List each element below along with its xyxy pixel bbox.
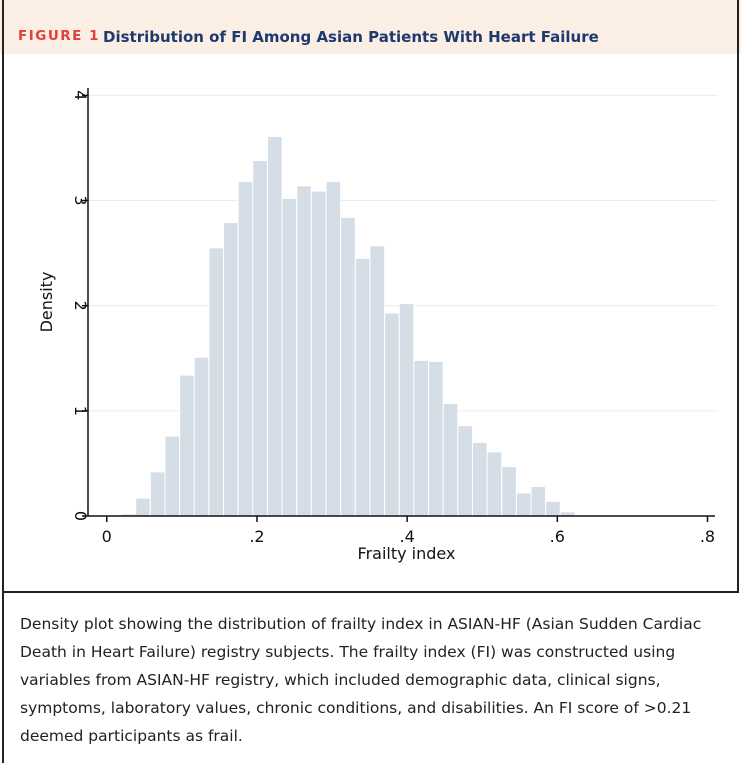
bar — [340, 216, 356, 517]
bar — [369, 245, 386, 517]
bar — [223, 222, 239, 517]
caption: Density plot showing the distribution of… — [20, 615, 702, 745]
bar — [252, 160, 268, 517]
y-tick-label: 3 — [71, 195, 90, 205]
figure-header: FIGURE 1 Distribution of FI Among Asian … — [0, 0, 741, 54]
bar — [515, 492, 532, 517]
x-tick-label: .2 — [249, 527, 264, 546]
bar — [281, 197, 298, 517]
bar — [457, 425, 473, 517]
bar — [486, 451, 503, 517]
bar — [354, 257, 371, 517]
bar — [149, 471, 166, 517]
y-tick-label: 0 — [71, 511, 90, 521]
bar — [164, 435, 181, 517]
chart: 0 1 2 3 4 0 .2 .4 .6 .8 Frailty index Density — [37, 88, 718, 563]
frame-line — [737, 0, 739, 592]
figure-title: Distribution of FI Among Asian Patients … — [103, 28, 599, 46]
bar — [398, 303, 415, 517]
bar — [428, 360, 444, 517]
x-tick-label: .8 — [700, 527, 715, 546]
bar — [325, 181, 342, 517]
bar — [208, 247, 225, 517]
bar — [266, 135, 283, 517]
bar — [135, 497, 151, 517]
y-tick-label: 4 — [71, 90, 90, 100]
frame-line — [2, 591, 739, 593]
bar — [413, 359, 430, 517]
bar — [471, 441, 488, 517]
x-axis-label: Frailty index — [358, 544, 456, 563]
bar — [501, 466, 517, 517]
bar — [310, 190, 327, 517]
figure-label: FIGURE 1 — [18, 28, 100, 44]
frame-line — [2, 0, 4, 763]
bar — [442, 402, 459, 517]
bar — [545, 500, 561, 517]
x-tick-label: .6 — [550, 527, 565, 546]
y-tick-label: 2 — [71, 301, 90, 311]
bar — [237, 181, 254, 517]
x-tick-label: 0 — [102, 527, 112, 546]
bar — [384, 312, 400, 517]
y-tick-label: 1 — [71, 406, 90, 416]
bar — [193, 356, 210, 517]
bar — [296, 185, 312, 517]
y-axis-label: Density — [37, 272, 56, 333]
bar — [179, 374, 195, 517]
bar — [530, 486, 547, 517]
x-tick-label: .4 — [399, 527, 414, 546]
